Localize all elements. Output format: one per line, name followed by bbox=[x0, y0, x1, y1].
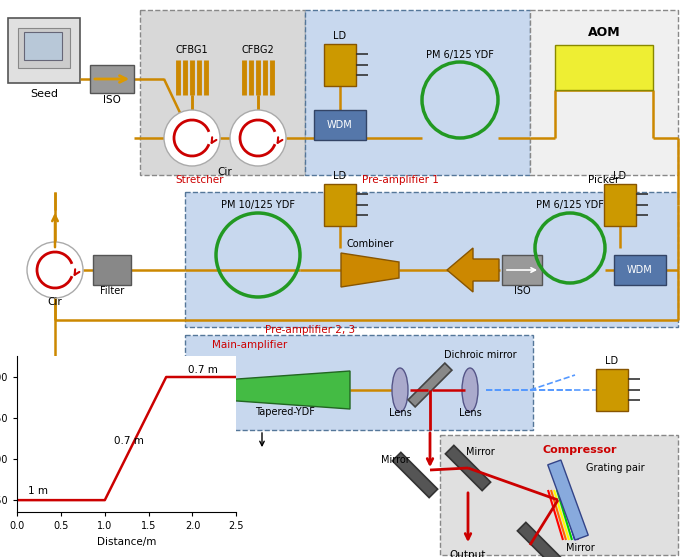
Polygon shape bbox=[341, 253, 399, 287]
Text: Dichroic mirror: Dichroic mirror bbox=[444, 350, 516, 360]
Text: 0.7 m: 0.7 m bbox=[188, 365, 218, 375]
Text: Pre-amplifier 1: Pre-amplifier 1 bbox=[362, 175, 438, 185]
Text: Grating pair: Grating pair bbox=[586, 463, 645, 473]
Text: Output: Output bbox=[450, 550, 486, 557]
Bar bbox=[45, 375, 87, 405]
Text: Picker: Picker bbox=[588, 175, 620, 185]
Text: WDM: WDM bbox=[327, 120, 353, 130]
Polygon shape bbox=[548, 460, 588, 540]
Text: ISO: ISO bbox=[103, 95, 121, 105]
Polygon shape bbox=[447, 248, 499, 292]
Text: Filter: Filter bbox=[100, 286, 124, 296]
Text: Lens: Lens bbox=[388, 408, 412, 418]
Text: LD: LD bbox=[334, 31, 347, 41]
Text: Combiner: Combiner bbox=[347, 239, 394, 249]
Bar bbox=[93, 255, 131, 285]
Text: ISO: ISO bbox=[514, 286, 530, 296]
Ellipse shape bbox=[392, 368, 408, 412]
Bar bbox=[440, 435, 678, 555]
Text: LD: LD bbox=[614, 171, 627, 181]
Bar bbox=[100, 375, 142, 405]
Text: Mirror: Mirror bbox=[566, 543, 595, 553]
Text: PM 10/125 YDF: PM 10/125 YDF bbox=[221, 200, 295, 210]
Bar bbox=[140, 10, 305, 175]
Text: MFA: MFA bbox=[56, 407, 76, 417]
Circle shape bbox=[164, 110, 220, 166]
Text: Compressor: Compressor bbox=[543, 445, 617, 455]
Text: Mirror: Mirror bbox=[466, 447, 495, 457]
Text: CFBG1: CFBG1 bbox=[175, 45, 208, 55]
Polygon shape bbox=[195, 371, 350, 409]
Bar bbox=[614, 255, 666, 285]
Text: 1 m: 1 m bbox=[27, 486, 48, 496]
Polygon shape bbox=[393, 452, 438, 497]
Text: Cir: Cir bbox=[48, 297, 62, 307]
Text: Mirror: Mirror bbox=[381, 455, 410, 465]
Text: Pre-amplifier 2, 3: Pre-amplifier 2, 3 bbox=[265, 325, 355, 335]
Bar bbox=[8, 18, 80, 83]
Bar bbox=[24, 32, 62, 60]
Bar bbox=[502, 255, 542, 285]
Text: PM 6/125 YDF: PM 6/125 YDF bbox=[536, 200, 604, 210]
Bar bbox=[604, 184, 636, 226]
Text: Lens: Lens bbox=[459, 408, 482, 418]
X-axis label: Distance/m: Distance/m bbox=[97, 537, 156, 547]
Polygon shape bbox=[517, 522, 562, 557]
Bar bbox=[185, 192, 678, 327]
Text: Seed: Seed bbox=[30, 89, 58, 99]
Bar bbox=[324, 44, 356, 86]
Bar bbox=[305, 10, 530, 175]
Text: 0.7 m: 0.7 m bbox=[114, 436, 143, 446]
Polygon shape bbox=[408, 363, 452, 407]
Text: Main-amplifier: Main-amplifier bbox=[212, 340, 288, 350]
Ellipse shape bbox=[462, 368, 478, 412]
Text: PM 6/125 YDF: PM 6/125 YDF bbox=[426, 50, 494, 60]
Bar bbox=[324, 184, 356, 226]
Text: CLS: CLS bbox=[112, 407, 130, 417]
Bar bbox=[18, 28, 70, 68]
Text: LD: LD bbox=[334, 171, 347, 181]
Text: AOM: AOM bbox=[588, 26, 621, 38]
Bar bbox=[185, 335, 533, 430]
Circle shape bbox=[230, 110, 286, 166]
Text: WDM: WDM bbox=[627, 265, 653, 275]
Bar bbox=[596, 369, 628, 411]
Text: Stretcher: Stretcher bbox=[176, 175, 224, 185]
Bar bbox=[314, 110, 366, 140]
Polygon shape bbox=[445, 446, 490, 491]
Bar bbox=[90, 65, 134, 93]
Text: CFBG2: CFBG2 bbox=[242, 45, 275, 55]
Text: LD: LD bbox=[606, 356, 619, 366]
Circle shape bbox=[27, 242, 83, 298]
Text: Cir: Cir bbox=[218, 167, 232, 177]
Text: Tapered-YDF: Tapered-YDF bbox=[255, 407, 315, 417]
Bar bbox=[555, 45, 653, 90]
Bar bbox=[530, 10, 678, 175]
